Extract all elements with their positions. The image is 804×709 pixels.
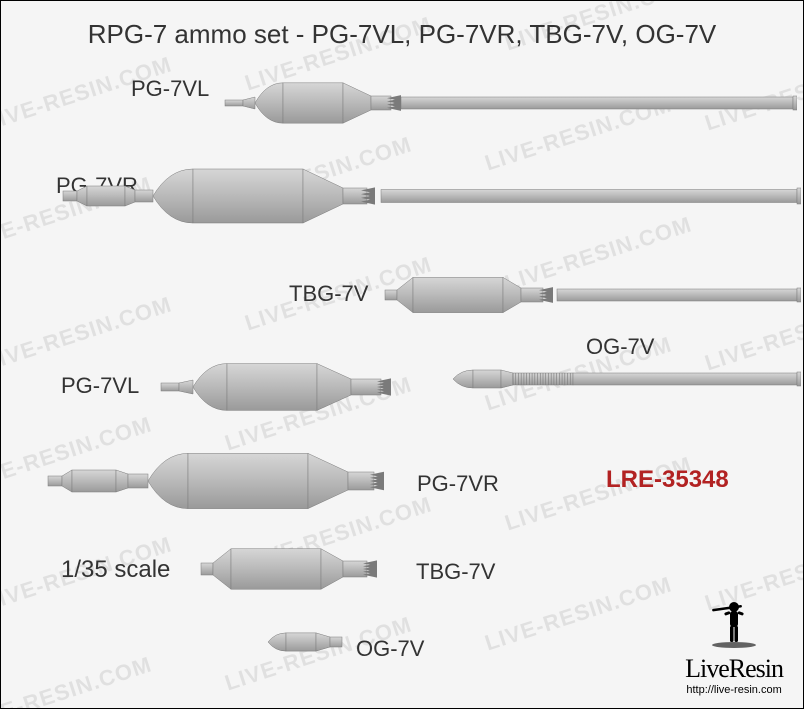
label-pg7vr-head: PG-7VR [417,471,499,497]
rocket-og7v-full [451,364,801,399]
rocket-tbg7v-full [383,273,801,322]
watermark-text: LIVE-RESIN.COM [482,572,675,657]
rocket-pg7vl-full [223,79,797,132]
sku-label: LRE-35348 [606,466,729,494]
logo-brand-text: LiveResin [685,654,783,684]
label-tbg7v-full: TBG-7V [289,281,368,307]
watermark-text: LIVE-RESIN.COM [502,452,695,537]
rocket-pg7vr-head [46,451,406,516]
rocket-pg7vr-full [61,166,801,231]
label-tbg7v-head: TBG-7V [416,559,495,585]
label-pg7vl-full: PG-7VL [131,76,209,102]
page-title: RPG-7 ammo set - PG-7VL, PG-7VR, TBG-7V,… [1,19,803,50]
rocket-pg7vl-head [159,361,419,418]
label-og7v-head: OG-7V [356,636,424,662]
brand-logo: LiveResin http://live-resin.com [685,599,783,696]
scale-label: 1/35 scale [61,556,170,584]
watermark-text: LIVE-RESIN.COM [1,652,155,708]
label-pg7vl-head: PG-7VL [61,373,139,399]
rocket-tbg7v-head [199,546,399,597]
rocket-og7v-head [266,629,346,660]
label-og7v-full: OG-7V [586,334,654,360]
logo-figure-icon [685,599,783,652]
logo-url: http://live-resin.com [685,684,783,696]
watermark-text: LIVE-RESIN.COM [1,292,175,377]
